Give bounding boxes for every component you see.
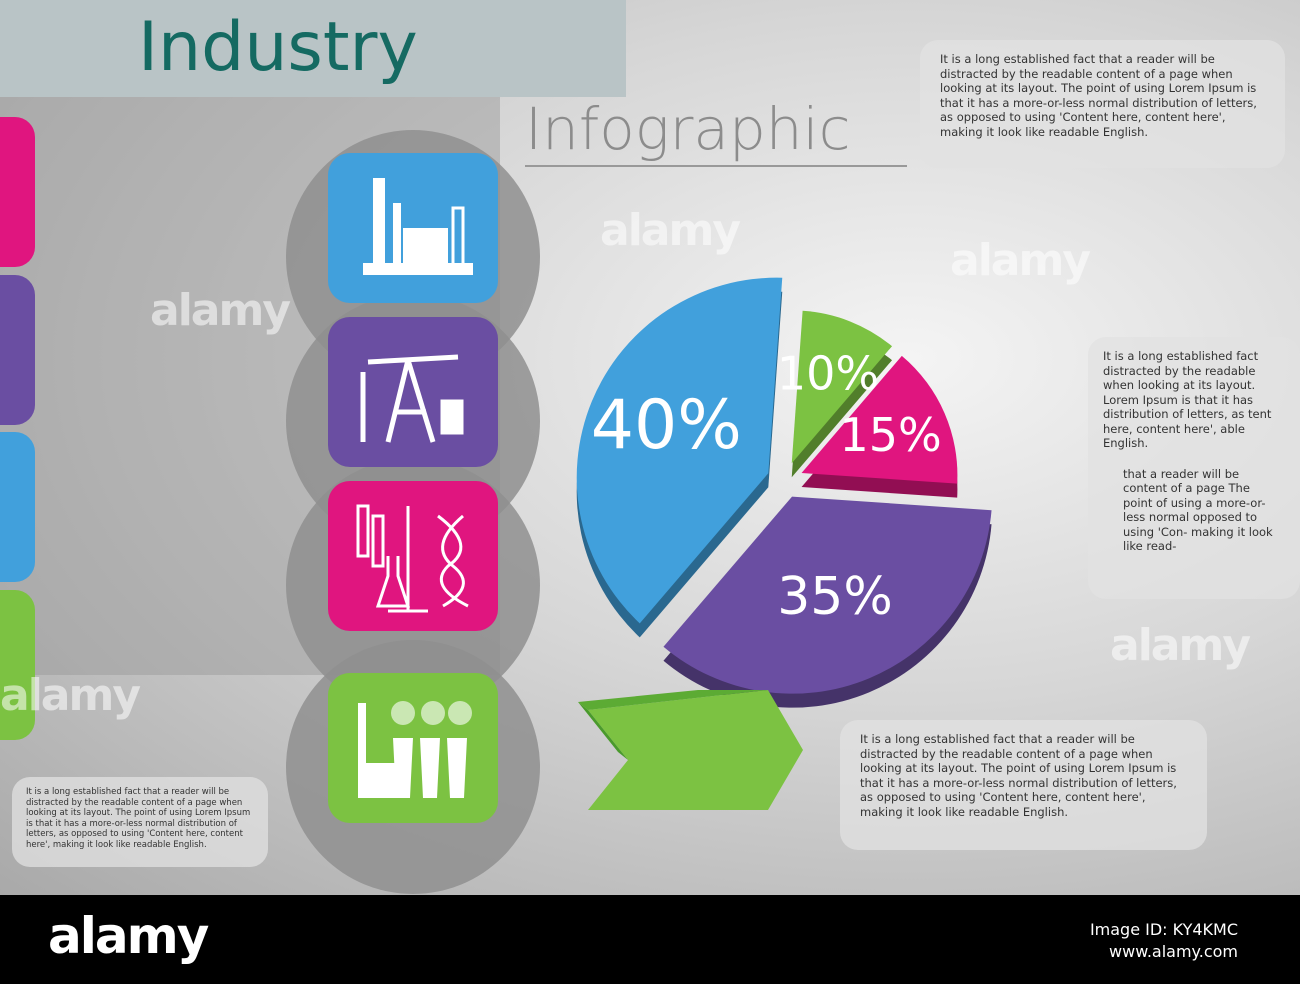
factory-icon — [363, 178, 473, 275]
text-block-bottom-center: It is a long established fact that a rea… — [840, 720, 1207, 850]
laboratory-tile — [328, 481, 498, 631]
pie-slice: 15% — [801, 355, 958, 498]
alamy-logo: alamy — [48, 907, 209, 965]
pie-slice-top — [791, 310, 893, 464]
color-tab-blue — [0, 432, 35, 582]
watermark: alamy — [150, 285, 291, 336]
factory-tile — [328, 153, 498, 303]
page-title: Industry — [138, 8, 418, 87]
pie-label: 35% — [777, 567, 893, 627]
pie-slice-top — [801, 355, 958, 484]
watermark: alamy — [600, 205, 741, 256]
page-subtitle: Infographic — [525, 95, 907, 167]
laboratory-dna-icon — [356, 504, 469, 613]
power-plant-tile — [328, 673, 498, 823]
pie-slice: 35% — [663, 496, 992, 708]
pie-slice-top — [576, 277, 783, 624]
text-block-right: It is a long established fact distracted… — [1088, 337, 1300, 599]
power-plant-icon — [358, 701, 472, 798]
pie-chart: 10% 15% 35% 40% — [560, 260, 1020, 720]
footer-bar: alamy Image ID: KY4KMC www.alamy.com — [0, 895, 1300, 984]
pie-label: 10% — [777, 347, 879, 401]
green-arrow — [578, 690, 803, 810]
text-block-right-a: It is a long established fact distracted… — [1103, 349, 1272, 450]
pie-label: 15% — [839, 408, 941, 462]
image-id: Image ID: KY4KMC — [1089, 920, 1238, 939]
pie-label: 40% — [591, 386, 742, 465]
text-block-right-b: that a reader will be content of a page … — [1123, 466, 1273, 554]
text-block-bottom-left: It is a long established fact that a rea… — [12, 777, 268, 867]
color-tab-purple — [0, 275, 35, 425]
color-tab-green — [0, 590, 35, 740]
watermark: alamy — [1110, 620, 1251, 671]
oil-pump-icon — [360, 354, 464, 443]
pie-slice: 10% — [777, 310, 893, 478]
pie-slice-top — [663, 496, 992, 694]
text-block-top-right: It is a long established fact that a rea… — [920, 40, 1285, 168]
image-info: Image ID: KY4KMC www.alamy.com — [1090, 919, 1238, 963]
pie-slice: 40% — [576, 277, 783, 638]
color-tab-magenta — [0, 117, 35, 267]
site-url: www.alamy.com — [1109, 942, 1238, 961]
oil-pump-tile — [328, 317, 498, 467]
watermark: alamy — [950, 235, 1091, 286]
title-band — [0, 0, 626, 97]
watermark: alamy — [0, 670, 141, 721]
infographic-canvas: Industry Infographic 10% 15% 35% 40% It is … — [0, 0, 1300, 895]
